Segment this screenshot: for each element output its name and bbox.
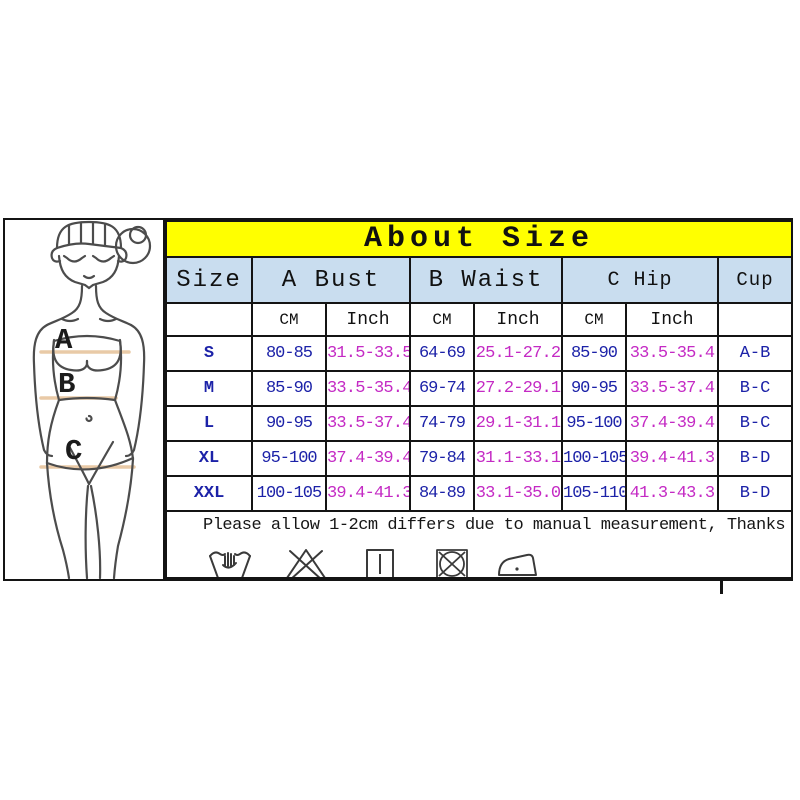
figure-legs — [45, 457, 135, 579]
hip-inch: 33.5-37.4 — [625, 370, 719, 407]
cup-value: B-D — [716, 440, 794, 477]
waist-inch: 27.2-29.1 — [473, 370, 563, 407]
care-icons-row — [168, 540, 790, 576]
empty-cell — [716, 302, 794, 337]
waist-line-label: B — [58, 368, 76, 401]
waist-inch: 29.1-31.1 — [473, 405, 563, 442]
unit-label-cm: CM — [409, 302, 475, 337]
col-header-size: Size — [165, 256, 253, 304]
size-table: About Size Size A Bust B Waist C Hip Cup… — [164, 220, 794, 579]
unit-label-inch: Inch — [325, 302, 411, 337]
unit-label-cm: CM — [561, 302, 627, 337]
hip-cm: 85-90 — [561, 335, 627, 372]
note-and-care-cell: Please allow 1-2cm differs due to manual… — [164, 510, 794, 579]
body-figure-panel: A B C — [5, 220, 165, 579]
waist-cm: 84-89 — [409, 475, 475, 512]
waist-cm: 69-74 — [409, 370, 475, 407]
drip-dry-icon — [357, 544, 403, 576]
bust-cm: 85-90 — [251, 370, 327, 407]
waist-inch: 33.1-35.0 — [473, 475, 563, 512]
bust-cm: 100-105 — [251, 475, 327, 512]
waist-inch: 31.1-33.1 — [473, 440, 563, 477]
size-value: XXL — [165, 475, 253, 512]
cup-value: B-D — [716, 475, 794, 512]
col-header-cup: Cup — [716, 256, 794, 304]
unit-label-cm: CM — [251, 302, 327, 337]
bust-inch: 31.5-33.5 — [325, 335, 411, 372]
table-row: XL 95-100 37.4-39.4 79-84 31.1-33.1 100-… — [165, 440, 794, 477]
bust-inch: 33.5-37.4 — [325, 405, 411, 442]
table-title: About Size — [164, 220, 794, 258]
cup-value: A-B — [716, 335, 794, 372]
table-row: M 85-90 33.5-35.4 69-74 27.2-29.1 90-95 … — [165, 370, 794, 407]
hip-cm: 95-100 — [561, 405, 627, 442]
figure-shoulders — [45, 284, 133, 327]
waist-cm: 64-69 — [409, 335, 475, 372]
bust-cm: 80-85 — [251, 335, 327, 372]
size-value: S — [165, 335, 253, 372]
hip-line-label: C — [65, 435, 83, 468]
empty-cell — [165, 302, 253, 337]
size-value: XL — [165, 440, 253, 477]
hip-inch: 41.3-43.3 — [625, 475, 719, 512]
figure-torso — [51, 334, 123, 423]
bust-inch: 37.4-39.4 — [325, 440, 411, 477]
figure-head — [50, 220, 152, 290]
unit-label-inch: Inch — [473, 302, 563, 337]
bust-line-label: A — [55, 324, 73, 357]
table-row: XXL 100-105 39.4-41.3 84-89 33.1-35.0 10… — [165, 475, 794, 512]
waist-inch: 25.1-27.2 — [473, 335, 563, 372]
hand-wash-icon — [207, 544, 253, 576]
table-row: S 80-85 31.5-33.5 64-69 25.1-27.2 85-90 … — [165, 335, 794, 372]
figure-hips — [45, 398, 135, 486]
table-row: L 90-95 33.5-37.4 74-79 29.1-31.1 95-100… — [165, 405, 794, 442]
hip-inch: 39.4-41.3 — [625, 440, 719, 477]
size-chart-panel: A B C About Size Size A Bust B Waist C H… — [3, 218, 794, 581]
waist-cm: 79-84 — [409, 440, 475, 477]
unit-label-inch: Inch — [625, 302, 719, 337]
cup-value: B-C — [716, 405, 794, 442]
bust-cm: 90-95 — [251, 405, 327, 442]
do-not-tumble-dry-icon — [429, 544, 475, 576]
bust-inch: 39.4-41.3 — [325, 475, 411, 512]
hip-cm: 90-95 — [561, 370, 627, 407]
col-header-bust: A Bust — [251, 256, 411, 304]
body-figure-drawing — [32, 220, 152, 579]
iron-low-heat-icon — [495, 544, 541, 576]
col-header-hip: C Hip — [561, 256, 719, 304]
measurement-note: Please allow 1-2cm differs due to manual… — [203, 516, 786, 535]
hip-inch: 33.5-35.4 — [625, 335, 719, 372]
bust-inch: 33.5-35.4 — [325, 370, 411, 407]
hip-inch: 37.4-39.4 — [625, 405, 719, 442]
cup-value: B-C — [716, 370, 794, 407]
waist-cm: 74-79 — [409, 405, 475, 442]
stray-border-mark — [720, 581, 723, 594]
hip-cm: 105-110 — [561, 475, 627, 512]
size-value: M — [165, 370, 253, 407]
size-value: L — [165, 405, 253, 442]
do-not-bleach-icon — [283, 544, 329, 576]
hip-cm: 100-105 — [561, 440, 627, 477]
col-header-waist: B Waist — [409, 256, 563, 304]
size-table-panel: About Size Size A Bust B Waist C Hip Cup… — [164, 220, 794, 579]
bust-cm: 95-100 — [251, 440, 327, 477]
